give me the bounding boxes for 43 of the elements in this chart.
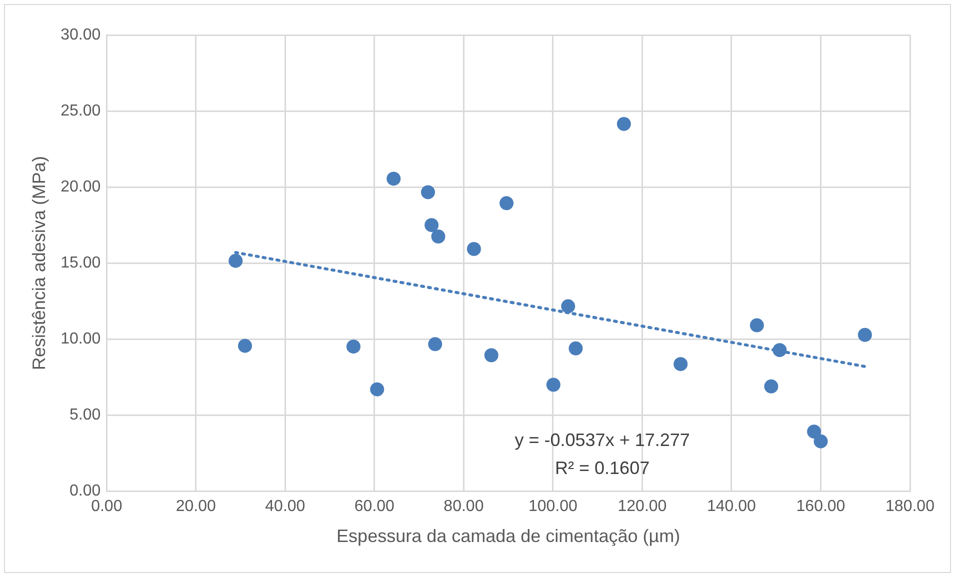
point (386, 172, 401, 186)
point (420, 185, 435, 200)
x-tick-label: 180.00 (886, 498, 935, 516)
annotation: y = -0.0537x + 17.277 (514, 430, 690, 450)
point (500, 196, 514, 210)
point (858, 328, 872, 342)
point (346, 340, 360, 354)
x-axis-title: Espessura da camada de cimentação (µm) (336, 526, 680, 546)
y-tick-label: 20.00 (60, 178, 101, 196)
point (546, 378, 560, 392)
y-tick-label: 30.00 (60, 26, 101, 44)
point (238, 338, 252, 353)
y-tick-label: 5.00 (70, 406, 101, 424)
y-tick-label: 0.00 (70, 482, 101, 500)
y-tick-label: 15.00 (60, 254, 101, 272)
point (561, 299, 576, 314)
point (807, 424, 822, 439)
x-tick-label: 40.00 (265, 498, 306, 516)
x-tick-label: 120.00 (618, 498, 667, 516)
x-tick-label: 80.00 (444, 498, 484, 516)
point (764, 379, 778, 394)
x-tick-label: 100.00 (528, 498, 578, 516)
y-tick-label: 25.00 (60, 102, 101, 120)
annotation: R² = 0.1607 (555, 458, 650, 478)
point (750, 318, 764, 332)
x-tick-label: 140.00 (707, 498, 756, 516)
y-tick-label: 10.00 (60, 330, 101, 348)
x-tick-label: 20.00 (176, 498, 216, 516)
point (428, 337, 442, 352)
point (568, 341, 583, 356)
point (814, 434, 828, 448)
point (674, 357, 688, 372)
x-tick-label: 60.00 (354, 498, 395, 516)
point (466, 242, 481, 256)
point (431, 229, 446, 244)
point (616, 116, 631, 131)
y-axis-title: Resistência adesiva (MPa) (28, 156, 49, 370)
point (370, 382, 384, 396)
point (424, 218, 439, 232)
point (484, 348, 498, 362)
x-tick-label: 0.00 (91, 498, 122, 516)
point (228, 254, 243, 268)
x-tick-label: 160.00 (796, 498, 846, 516)
